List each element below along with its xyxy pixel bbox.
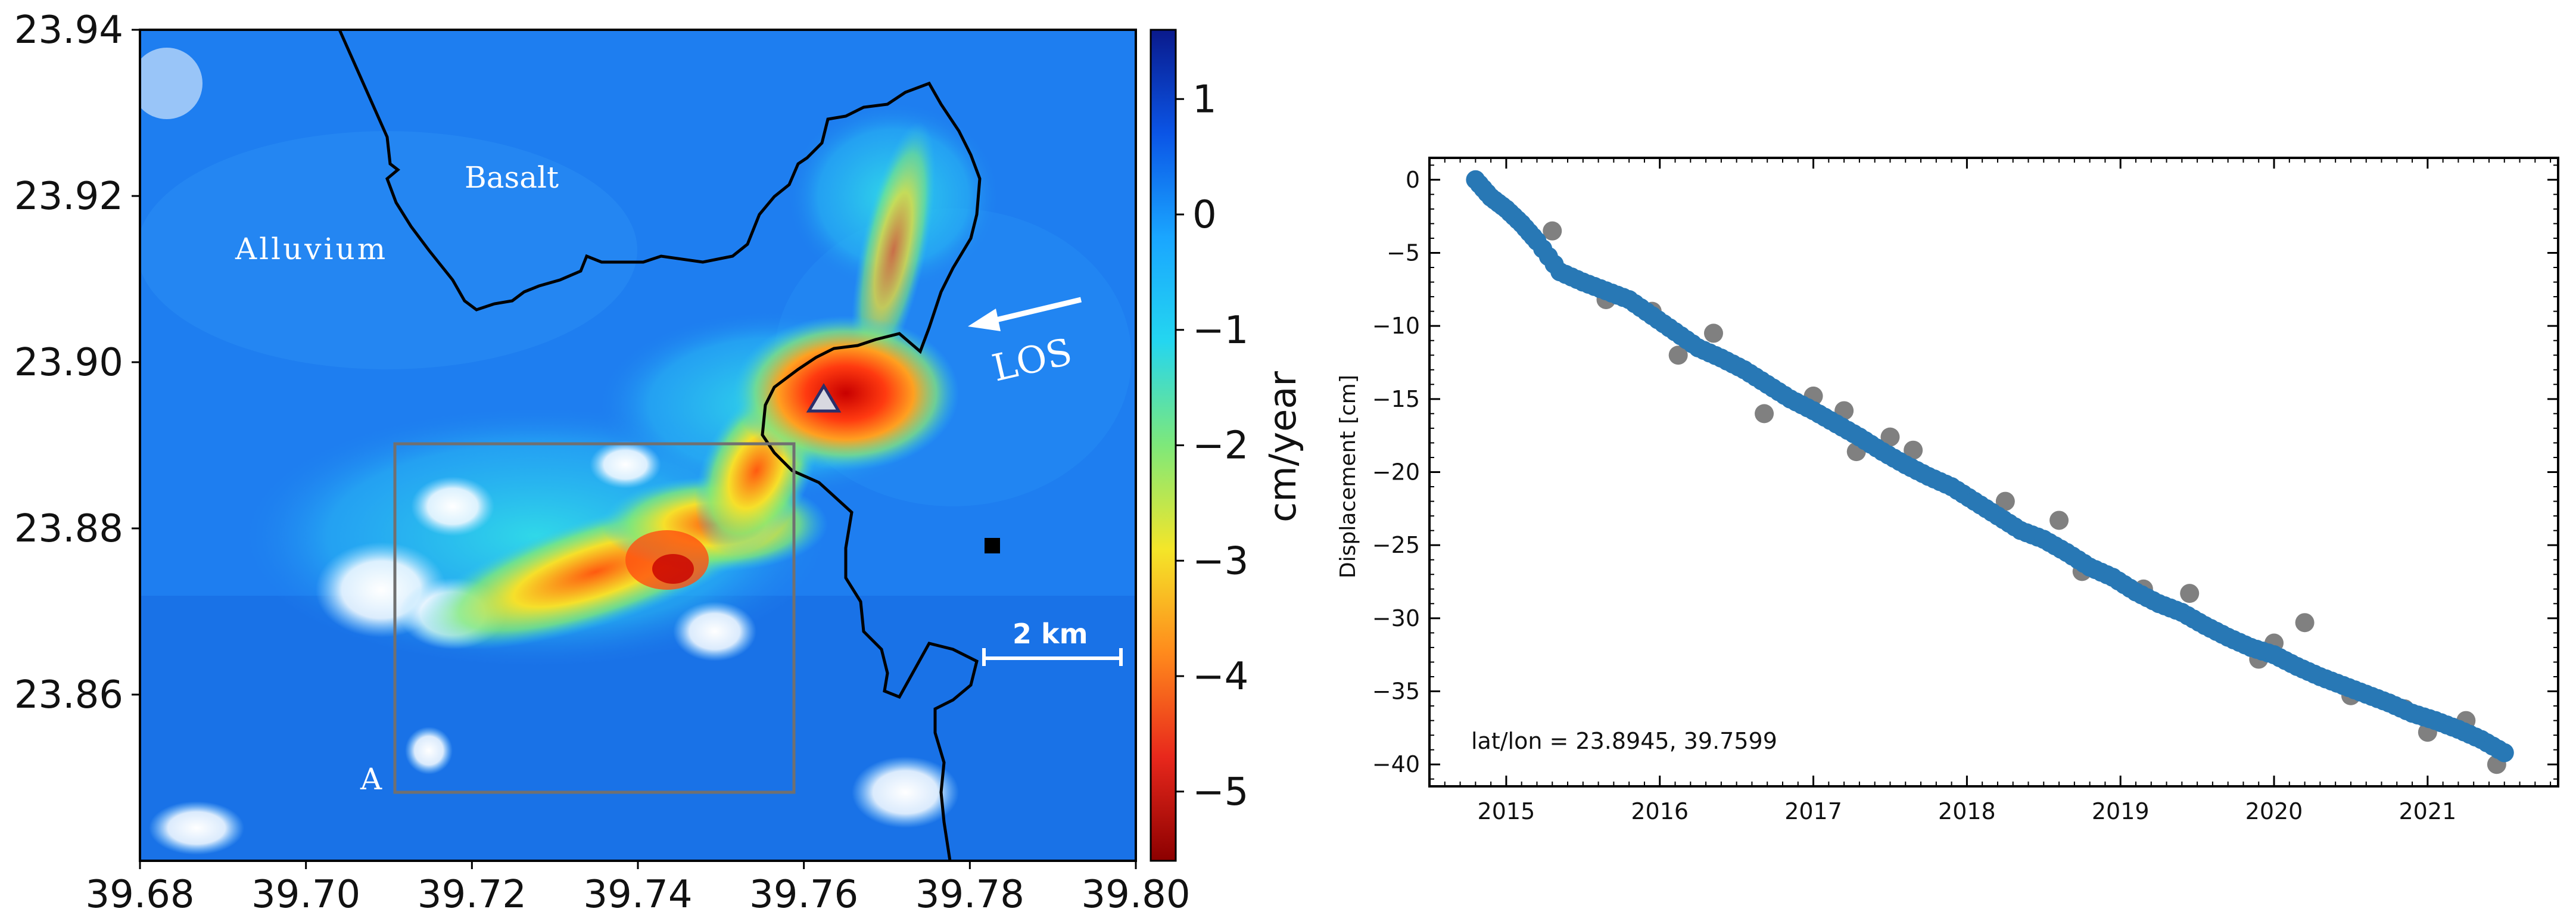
- ts-y-tick-label: −35: [1372, 679, 1420, 705]
- geologic-boundary: [338, 29, 982, 861]
- ts-x-tick-label: 2021: [2399, 798, 2456, 824]
- map-raster: [140, 30, 1136, 861]
- velocity-map: LOS 2 km Basalt Alluvium A 39.68 39.70 39.…: [14, 8, 1304, 915]
- ts-x-tick-label: 2016: [1631, 798, 1689, 824]
- ts-y-tick-label: −40: [1372, 751, 1420, 777]
- map-x-tick-label: 39.72: [418, 873, 527, 915]
- study-area-box: [393, 442, 796, 794]
- observed-point: [1995, 491, 2015, 511]
- ts-minor-ticks: [1429, 158, 2558, 786]
- colorbar-tick-label: 0: [1192, 193, 1217, 237]
- observed-point: [1703, 323, 1723, 343]
- ts-y-tick-label: −20: [1372, 459, 1420, 485]
- ts-y-axis: 0 −5 −10 −15 −20 −25 −30 −35 −40: [1372, 167, 2558, 777]
- colorbar-label: cm/year: [1261, 371, 1304, 522]
- fitted-series: [1466, 170, 2514, 762]
- observed-point: [2295, 613, 2315, 633]
- observed-point: [1755, 404, 1774, 424]
- colorbar-tick-label: −5: [1192, 770, 1248, 814]
- map-x-tick-label: 39.74: [583, 873, 692, 915]
- map-y-tick-label: 23.90: [14, 341, 123, 385]
- map-y-tick-label: 23.86: [14, 673, 123, 717]
- ts-x-axis: 2015 2016 2017 2018 2019 2020 2021: [1478, 158, 2456, 824]
- alluvium-label: Alluvium: [235, 232, 388, 266]
- los-arrow: [968, 297, 1082, 331]
- colorbar-tick-label: −1: [1192, 309, 1248, 353]
- observed-point: [1904, 440, 1923, 460]
- map-x-tick-label: 39.68: [85, 873, 194, 915]
- map-x-tick-label: 39.78: [915, 873, 1024, 915]
- ts-y-tick-label: −15: [1372, 386, 1420, 412]
- basalt-label: Basalt: [465, 160, 559, 195]
- map-x-axis: 39.68 39.70 39.72 39.74 39.76 39.78 39.80: [85, 861, 1191, 915]
- ts-y-tick-label: −25: [1372, 532, 1420, 558]
- ts-y-axis-label: Displacement [cm]: [1336, 375, 1360, 578]
- ts-y-tick-label: −10: [1372, 313, 1420, 339]
- point-a-label: A: [360, 762, 382, 796]
- colorbar-tick-label: −4: [1192, 655, 1248, 699]
- map-y-axis: 23.86 23.88 23.90 23.92 23.94: [14, 8, 140, 717]
- ts-x-tick-label: 2020: [2245, 798, 2303, 824]
- ts-y-tick-label: −30: [1372, 605, 1420, 631]
- reference-point-marker[interactable]: [985, 538, 1000, 553]
- fitted-point: [2494, 743, 2514, 762]
- ts-y-tick-label: −5: [1387, 239, 1420, 266]
- observed-point: [2049, 511, 2069, 530]
- scale-bar: [982, 648, 1123, 666]
- map-x-tick-label: 39.76: [749, 873, 858, 915]
- map-x-tick-label: 39.80: [1081, 873, 1190, 915]
- colorbar-tick-label: −2: [1192, 424, 1248, 468]
- map-y-tick-label: 23.88: [14, 507, 123, 551]
- ts-y-tick-label: 0: [1406, 167, 1420, 193]
- ts-x-tick-label: 2015: [1478, 798, 1535, 824]
- displacement-timeseries: 2015 2016 2017 2018 2019 2020 2021 0 −5 −10 −15 −2…: [1336, 157, 2559, 824]
- map-y-tick-label: 23.94: [14, 8, 123, 52]
- map-y-tick-label: 23.92: [14, 175, 123, 219]
- observed-point: [1880, 427, 1900, 447]
- colorbar-tick-label: −3: [1192, 539, 1248, 583]
- observed-point: [1543, 221, 1562, 241]
- latlon-annotation: lat/lon = 23.8945, 39.7599: [1471, 728, 1777, 754]
- colorbar: [1150, 29, 1177, 862]
- scale-bar-label: 2 km: [1013, 618, 1088, 650]
- map-x-tick-label: 39.70: [251, 873, 360, 915]
- observed-point: [1668, 346, 1688, 365]
- ts-x-tick-label: 2018: [1938, 798, 1996, 824]
- volcano-marker[interactable]: [806, 383, 842, 413]
- colorbar-tick-label: 1: [1192, 77, 1217, 122]
- colorbar-ticks: 1 0 −1 −2 −3 −4 −5: [1176, 77, 1248, 814]
- observed-point: [2180, 584, 2200, 603]
- ts-x-tick-label: 2017: [1784, 798, 1842, 824]
- ts-x-tick-label: 2019: [2092, 798, 2150, 824]
- ts-plot-area: [1428, 157, 2559, 788]
